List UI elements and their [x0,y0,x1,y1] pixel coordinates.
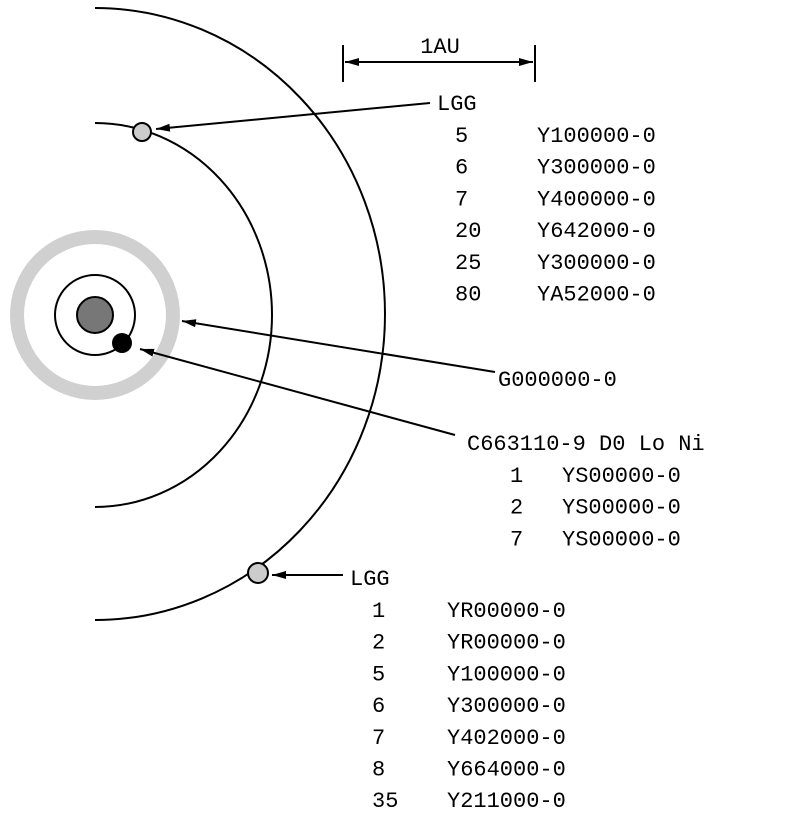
world-code: Y400000-0 [537,187,656,212]
orbit-number: 8 [372,758,385,783]
world-code: YR00000-0 [447,631,566,656]
main-world [112,333,132,353]
world-label: G000000-0 [498,368,617,393]
orbit-number: 1 [372,599,385,624]
world-code: YS00000-0 [562,527,681,552]
orbit-number: 2 [372,631,385,656]
gas-giant [132,122,152,142]
pointer [181,319,496,373]
world-code: Y402000-0 [447,726,566,751]
world-label: LGG [350,567,390,592]
world-code: YR00000-0 [447,599,566,624]
world-code: Y100000-0 [537,124,656,149]
world-code: Y642000-0 [537,219,656,244]
outer-orbit [94,7,386,621]
world-code: Y300000-0 [447,694,566,719]
orbit-number: 5 [372,662,385,687]
planet-orbit [54,274,136,356]
orbit-number: 7 [510,527,523,552]
scale-label: 1AU [420,35,460,60]
orbit-number: 80 [455,283,481,308]
world-code: Y300000-0 [537,251,656,276]
habitable-zone [10,230,180,400]
world-code: YS00000-0 [562,464,681,489]
pointer [155,102,431,132]
world-code: Y300000-0 [537,156,656,181]
pointer [139,348,456,436]
world-code: Y664000-0 [447,758,566,783]
orbit-number: 7 [455,187,468,212]
orbit-number: 20 [455,219,481,244]
orbit-number: 6 [455,156,468,181]
orbit-number: 6 [372,694,385,719]
world-label: C663110-9 D0 Lo Ni [467,432,705,457]
star [76,296,114,334]
orbit-number: 5 [455,124,468,149]
orbit-number: 2 [510,496,523,521]
orbit-number: 35 [372,789,398,813]
gas-giant [247,562,269,584]
orbit-number: 7 [372,726,385,751]
world-code: YS00000-0 [562,496,681,521]
world-code: Y100000-0 [447,662,566,687]
world-label: LGG [437,92,477,117]
world-code: YA52000-0 [537,283,656,308]
world-code: Y211000-0 [447,789,566,813]
inner-orbit [94,122,273,508]
orbit-number: 1 [510,464,523,489]
orbit-number: 25 [455,251,481,276]
